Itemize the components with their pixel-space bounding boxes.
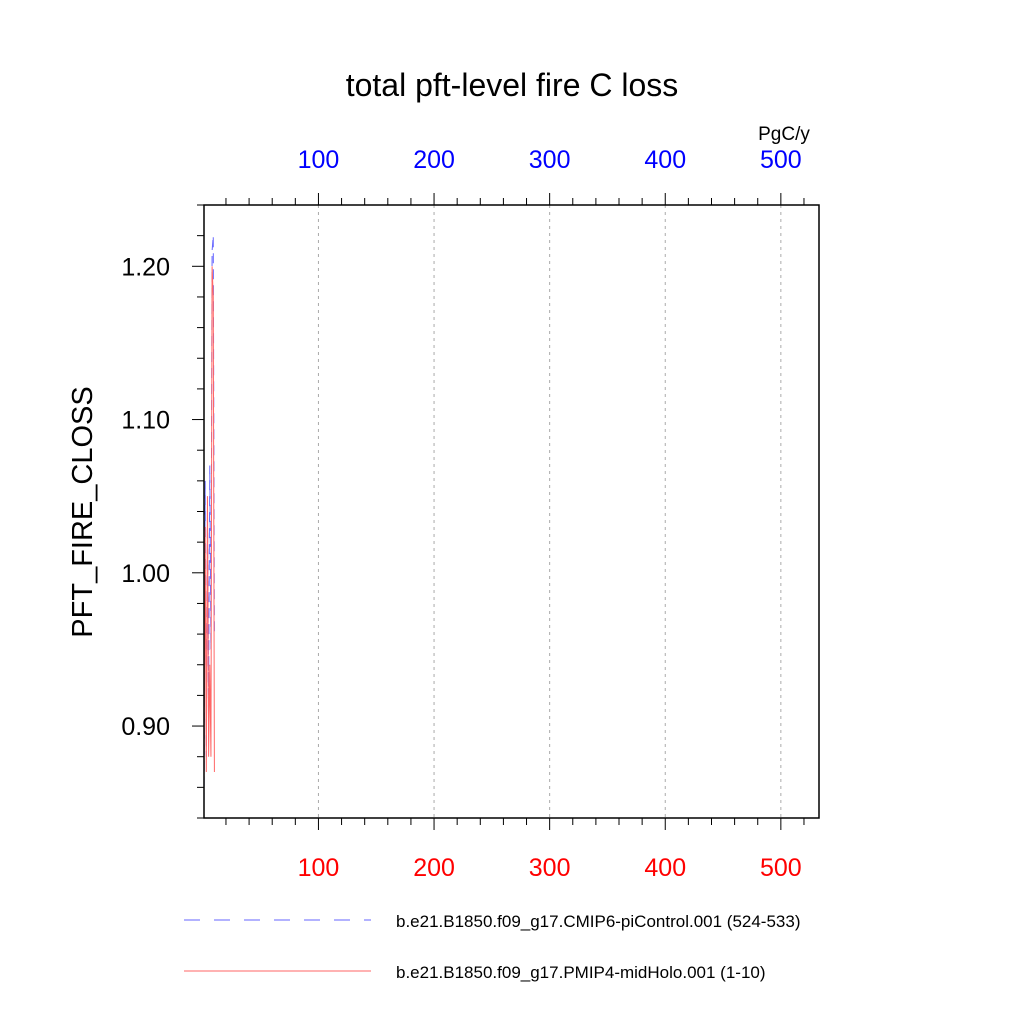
plot-frame bbox=[203, 204, 820, 819]
top-x-tick-label: 500 bbox=[760, 146, 802, 174]
x-tick-label: 500 bbox=[760, 854, 802, 882]
legend: b.e21.B1850.f09_g17.CMIP6-piControl.001 … bbox=[184, 912, 801, 982]
grid-lines bbox=[317, 205, 782, 818]
x-tick-label: 100 bbox=[298, 854, 340, 882]
y-tick-label: 1.10 bbox=[121, 407, 170, 435]
top-x-tick-label: 400 bbox=[644, 146, 686, 174]
series-line-2 bbox=[203, 266, 215, 788]
top-axis-unit: PgC/y bbox=[758, 124, 810, 145]
x-tick-label: 400 bbox=[644, 854, 686, 882]
x-tick-label: 200 bbox=[413, 854, 455, 882]
top-x-tick-label: 200 bbox=[413, 146, 455, 174]
top-x-tick-label: 300 bbox=[529, 146, 571, 174]
legend-label-1: b.e21.B1850.f09_g17.CMIP6-piControl.001 … bbox=[396, 912, 801, 931]
chart-title: total pft-level fire C loss bbox=[346, 67, 679, 103]
x-tick-label: 300 bbox=[529, 854, 571, 882]
series-lines bbox=[203, 235, 215, 803]
series-line-1 bbox=[203, 235, 215, 803]
legend-label-2: b.e21.B1850.f09_g17.PMIP4-midHolo.001 (1… bbox=[396, 963, 766, 982]
tick-labels: 100 100 200 200 300 300 400 400 500 500 0.90 1.00 1.… bbox=[121, 146, 801, 882]
y-tick-label: 0.90 bbox=[121, 713, 170, 741]
y-tick-label: 1.00 bbox=[121, 560, 170, 588]
axis-ticks bbox=[192, 193, 805, 830]
y-axis-label: PFT_FIRE_CLOSS bbox=[67, 386, 99, 637]
top-x-tick-label: 100 bbox=[298, 146, 340, 174]
y-tick-label: 1.20 bbox=[121, 253, 170, 281]
